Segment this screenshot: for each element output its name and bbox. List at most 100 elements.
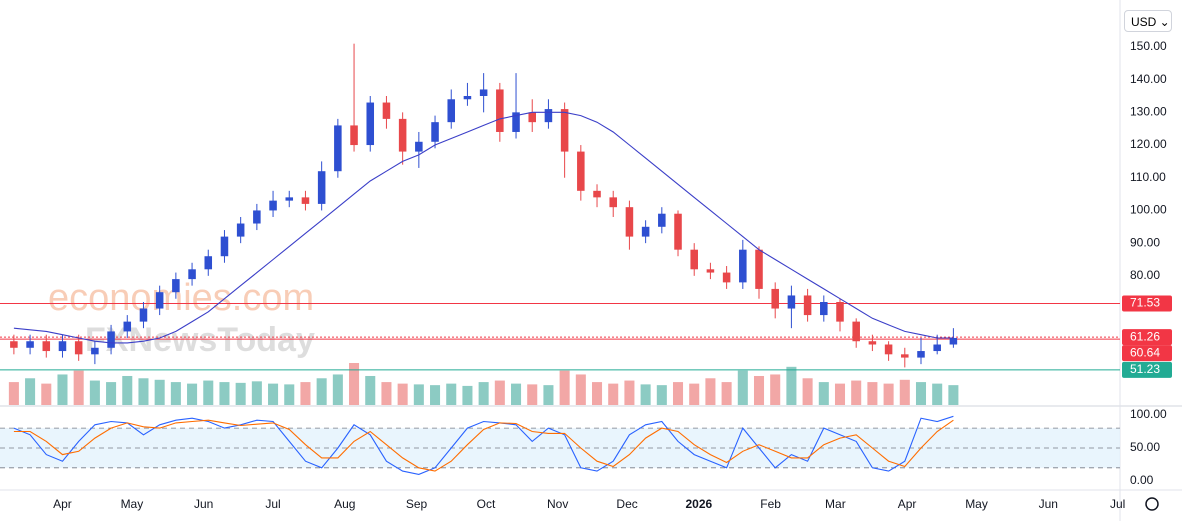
volume-bar — [575, 374, 586, 405]
y-tick-label: 110.00 — [1130, 170, 1166, 184]
volume-bar — [883, 383, 894, 405]
candle-body — [479, 89, 488, 96]
watermark: economies.com FXNewsToday — [48, 277, 315, 359]
currency-button[interactable]: USD ⌄ — [1124, 10, 1172, 32]
y-tick-label: 80.00 — [1130, 268, 1160, 282]
volume-bar — [737, 370, 748, 405]
y-tick-label: 150.00 — [1130, 39, 1167, 53]
volume-bar — [300, 382, 311, 405]
x-tick-label: Jul — [1110, 497, 1125, 511]
volume-bar — [89, 380, 100, 405]
candle-body — [285, 197, 294, 201]
volume-bar — [867, 382, 878, 405]
candle-body — [139, 308, 148, 322]
candle-body — [706, 269, 715, 273]
candle-body — [366, 102, 375, 146]
volume-bar — [41, 383, 52, 405]
y-tick-label: 130.00 — [1130, 105, 1167, 119]
y-tick-label: 0.00 — [1130, 473, 1154, 487]
volume-bar — [543, 385, 554, 405]
candle-body — [836, 301, 844, 322]
candle-body — [852, 321, 860, 342]
level-label: 51.23 — [1130, 362, 1160, 376]
candle-body — [334, 125, 342, 172]
candle-body — [609, 197, 617, 208]
level-label: 61.26 — [1130, 329, 1160, 343]
volume-bar — [915, 382, 927, 405]
x-tick-label: Feb — [760, 497, 781, 511]
volume-bar — [494, 380, 505, 405]
x-tick-label: Jun — [194, 497, 213, 511]
settings-icon[interactable] — [1145, 497, 1159, 511]
x-tick-label: Jul — [265, 497, 280, 511]
volume-bar — [381, 382, 392, 405]
x-tick-label: Oct — [477, 497, 496, 511]
level-label-bg — [1122, 329, 1172, 346]
candle-body — [949, 337, 958, 345]
candle-body — [107, 331, 115, 348]
x-tick-label: Sep — [406, 497, 428, 511]
level-label: 60.64 — [1130, 345, 1160, 359]
volume-bar — [511, 383, 522, 405]
y-tick-label: 50.00 — [1130, 440, 1160, 454]
x-tick-label: Aug — [334, 497, 355, 511]
volume-bar — [948, 385, 959, 405]
volume-bar — [170, 382, 181, 405]
currency-label: USD — [1131, 15, 1157, 29]
volume-bar — [559, 370, 570, 405]
volume-bar — [25, 378, 36, 405]
candle-body — [917, 351, 925, 358]
candle-body — [91, 347, 99, 355]
candle-body — [690, 249, 698, 270]
candle-body — [463, 95, 472, 100]
x-tick-label: May — [965, 497, 988, 511]
x-tick-label: May — [121, 497, 144, 511]
candle-body — [820, 301, 828, 316]
volume-bar — [770, 374, 781, 405]
volume-bar — [689, 383, 700, 405]
volume-bar — [187, 383, 198, 405]
candle-body — [10, 341, 18, 348]
candle-body — [544, 109, 553, 123]
volume-bar — [332, 374, 343, 405]
candle-body — [674, 213, 682, 250]
volume-bar — [753, 375, 765, 405]
y-tick-label: 90.00 — [1130, 235, 1160, 249]
volume-bar — [851, 380, 862, 405]
candle-body — [204, 256, 213, 270]
volume-bar — [592, 382, 603, 405]
volume-bar — [413, 384, 424, 405]
candle-body — [382, 102, 391, 119]
candle-body — [123, 321, 132, 332]
stoch-line — [13, 415, 954, 475]
volume-bar — [138, 378, 149, 405]
level-label-bg — [1122, 295, 1172, 312]
volume-bar — [397, 383, 408, 405]
volume-bar — [932, 383, 943, 405]
candle-body — [26, 341, 34, 348]
candle-body — [415, 141, 423, 152]
volume-bar — [235, 382, 246, 405]
candle-body — [868, 341, 877, 345]
candle-body — [884, 344, 893, 355]
candle-body — [172, 279, 180, 293]
candle-body — [593, 190, 601, 198]
candle-body — [253, 210, 261, 224]
volume-bar — [57, 374, 68, 405]
volume-bar — [203, 380, 214, 405]
x-tick-label: Nov — [547, 497, 568, 511]
volume-bar — [154, 379, 165, 405]
candle-body — [236, 223, 245, 237]
volume-bar — [268, 383, 279, 405]
volume-bar — [349, 363, 360, 405]
candle-body — [625, 207, 634, 237]
candle-body — [739, 249, 747, 283]
candle-body — [496, 89, 504, 132]
volume-bar — [316, 378, 327, 405]
candle-body — [269, 200, 277, 211]
watermark-text: FXNewsToday — [85, 321, 315, 359]
volume-bar — [365, 375, 376, 405]
volume-bar — [608, 383, 619, 405]
